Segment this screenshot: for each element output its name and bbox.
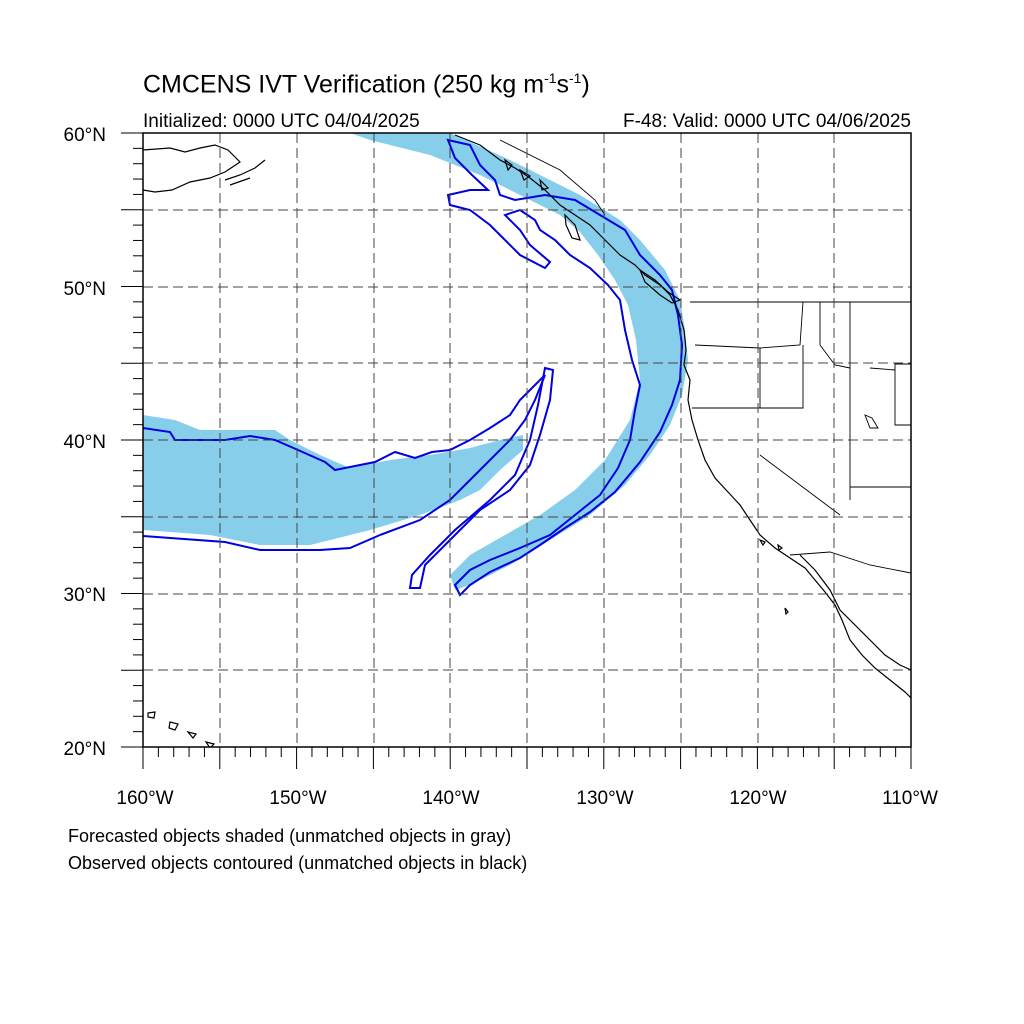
lon-label-150w: 150°W (269, 788, 326, 809)
baja-coastline (799, 554, 911, 671)
grid-lines (143, 133, 911, 747)
us-mexico-border (789, 551, 911, 574)
title-superscript-1: -1 (544, 70, 557, 86)
haida-gwaii (564, 213, 581, 241)
lat-label-40: 40°N (64, 432, 106, 453)
us-west-coastline (683, 364, 911, 699)
valid-time: F-48: Valid: 0000 UTC 04/06/2025 (623, 111, 911, 132)
title-mid: s (556, 70, 570, 99)
vancouver-island (638, 268, 682, 304)
title-suffix: ) (581, 70, 590, 99)
observed-objects (143, 138, 684, 597)
observed-note: Observed objects contoured (unmatched ob… (68, 853, 528, 873)
lat-label-20: 20°N (64, 739, 106, 760)
state-borders (692, 301, 911, 516)
lon-label-140w: 140°W (422, 788, 479, 809)
observed-contour-inner (408, 366, 555, 589)
lon-axis-labels: 160°W 150°W 140°W 130°W 120°W 110°W (116, 788, 938, 809)
lat-label-50: 50°N (64, 279, 106, 300)
observed-contour-west (143, 374, 546, 551)
lon-label-160w: 160°W (116, 788, 173, 809)
lon-label-130w: 130°W (576, 788, 633, 809)
channel-islands (758, 538, 789, 616)
axis-ticks (121, 132, 912, 769)
lon-label-120w: 120°W (729, 788, 786, 809)
lat-label-30: 30°N (64, 585, 106, 606)
lat-axis-labels: 60°N 50°N 40°N 30°N 20°N (64, 125, 106, 760)
alaska-coastline (143, 144, 241, 193)
political-borders (499, 139, 911, 574)
lon-label-110w: 110°W (882, 788, 938, 809)
alaska-canada-border (499, 139, 606, 216)
forecast-note: Forecasted objects shaded (unmatched obj… (68, 826, 512, 846)
forecast-object-west (143, 415, 523, 545)
coastlines (143, 134, 911, 747)
title-superscript-2: -1 (569, 70, 582, 86)
bc-alaska-coastline (454, 134, 687, 366)
alaska-peninsula (224, 159, 266, 186)
lat-label-60: 60°N (64, 125, 106, 146)
title-prefix: CMCENS IVT Verification (250 kg m (143, 70, 545, 99)
forecast-object-main (350, 133, 688, 590)
map-title: CMCENS IVT Verification (250 kg m-1s-1) (143, 70, 590, 99)
lake-tahoe (864, 414, 879, 429)
hawaii-islands (147, 711, 216, 747)
observed-contour-main (446, 138, 684, 597)
initialized-time: Initialized: 0000 UTC 04/04/2025 (143, 111, 420, 132)
